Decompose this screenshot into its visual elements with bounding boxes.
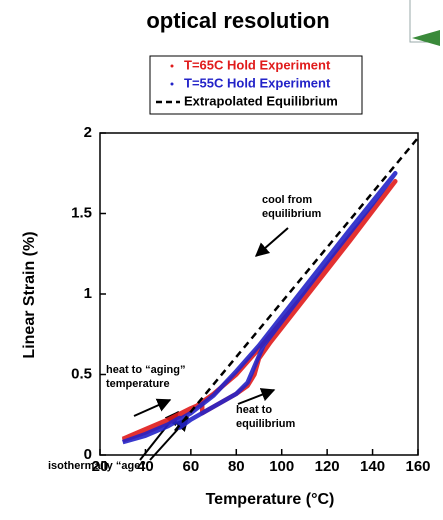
series-line (173, 137, 419, 432)
decoration (409, 0, 440, 46)
y-tick-label: 2 (84, 124, 92, 141)
y-tick-label: 1 (84, 285, 92, 302)
x-tick-label: 60 (183, 458, 200, 475)
legend-swatch (170, 64, 174, 68)
x-tick-label: 20 (92, 458, 109, 475)
x-axis-label: Temperature (°C) (206, 491, 335, 508)
legend-swatch (170, 82, 174, 86)
annotation: cool from (262, 194, 312, 206)
legend-box (149, 55, 363, 115)
annotation: heat to (236, 404, 272, 416)
x-tick-label: 160 (405, 458, 430, 475)
series-line (121, 179, 398, 443)
x-tick-label: 80 (228, 458, 245, 475)
y-tick-label: 1.5 (71, 204, 92, 221)
legend-label: T=65C Hold Experiment (184, 57, 331, 72)
y-tick-label: 0.5 (71, 365, 92, 382)
x-tick-label: 100 (269, 458, 294, 475)
annotation: heat to “aging” (106, 364, 185, 376)
y-axis-label: Linear Strain (%) (21, 231, 38, 358)
annotation: equilibrium (236, 418, 296, 430)
x-tick-label: 140 (360, 458, 385, 475)
chart-title: optical resolution (146, 8, 329, 33)
annotation: equilibrium (262, 208, 322, 220)
x-tick-label: 120 (315, 458, 340, 475)
x-tick-label: 40 (137, 458, 154, 475)
y-tick-label: 0 (84, 446, 92, 463)
annotation: isothermally “age” (48, 460, 146, 472)
annotation: temperature (106, 378, 170, 390)
legend-label: Extrapolated Equilibrium (184, 93, 338, 108)
legend-label: T=55C Hold Experiment (184, 75, 331, 90)
